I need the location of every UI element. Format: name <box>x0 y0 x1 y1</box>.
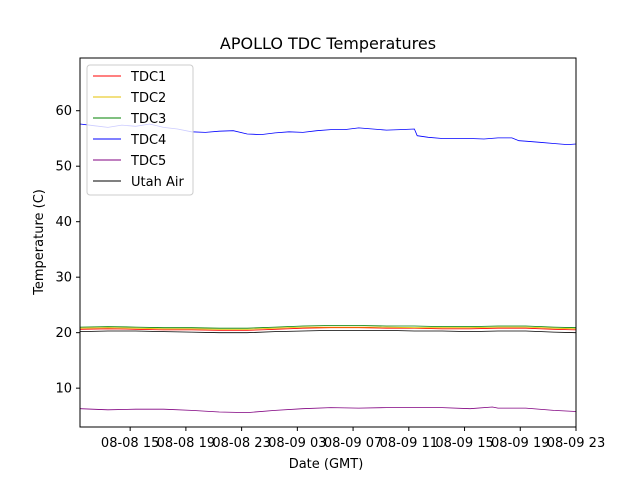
series-line-tdc5 <box>79 406 577 414</box>
x-tick-label: 08-08 15 <box>101 436 159 451</box>
legend-label-tdc4: TDC4 <box>130 133 166 148</box>
y-axis-ticks: 10 20 30 40 50 60 <box>55 104 80 397</box>
x-tick-label: 08-09 23 <box>547 436 605 451</box>
x-tick-label: 08-09 19 <box>491 436 549 451</box>
y-tick-label: 30 <box>55 271 72 286</box>
y-tick-label: 10 <box>55 382 72 397</box>
series-line-utah-air <box>79 329 577 334</box>
series-line-tdc1 <box>79 327 577 331</box>
legend-label-tdc3: TDC3 <box>130 112 166 127</box>
series-line-tdc2 <box>79 326 577 330</box>
legend-label-tdc1: TDC1 <box>130 70 166 85</box>
y-tick-label: 40 <box>55 215 72 230</box>
chart-title: APOLLO TDC Temperatures <box>220 34 436 53</box>
legend: TDC1 TDC2 TDC3 TDC4 TDC5 Utah Air <box>86 64 194 196</box>
x-tick-label: 08-09 03 <box>268 436 326 451</box>
x-tick-label: 08-09 07 <box>324 436 382 451</box>
y-tick-label: 60 <box>55 104 72 119</box>
plot-frame <box>79 57 577 428</box>
x-tick-label: 08-09 15 <box>435 436 493 451</box>
legend-label-utah-air: Utah Air <box>131 175 184 190</box>
legend-label-tdc5: TDC5 <box>130 154 166 169</box>
x-tick-label: 08-08 19 <box>157 436 215 451</box>
legend-label-tdc2: TDC2 <box>130 91 166 106</box>
y-tick-label: 20 <box>55 326 72 341</box>
x-tick-label: 08-08 23 <box>212 436 270 451</box>
x-axis-label: Date (GMT) <box>289 457 364 472</box>
y-tick-label: 50 <box>55 160 72 175</box>
series-line-tdc3 <box>79 325 577 329</box>
y-axis-label: Temperature (C) <box>32 189 47 296</box>
x-tick-label: 08-09 11 <box>380 436 438 451</box>
